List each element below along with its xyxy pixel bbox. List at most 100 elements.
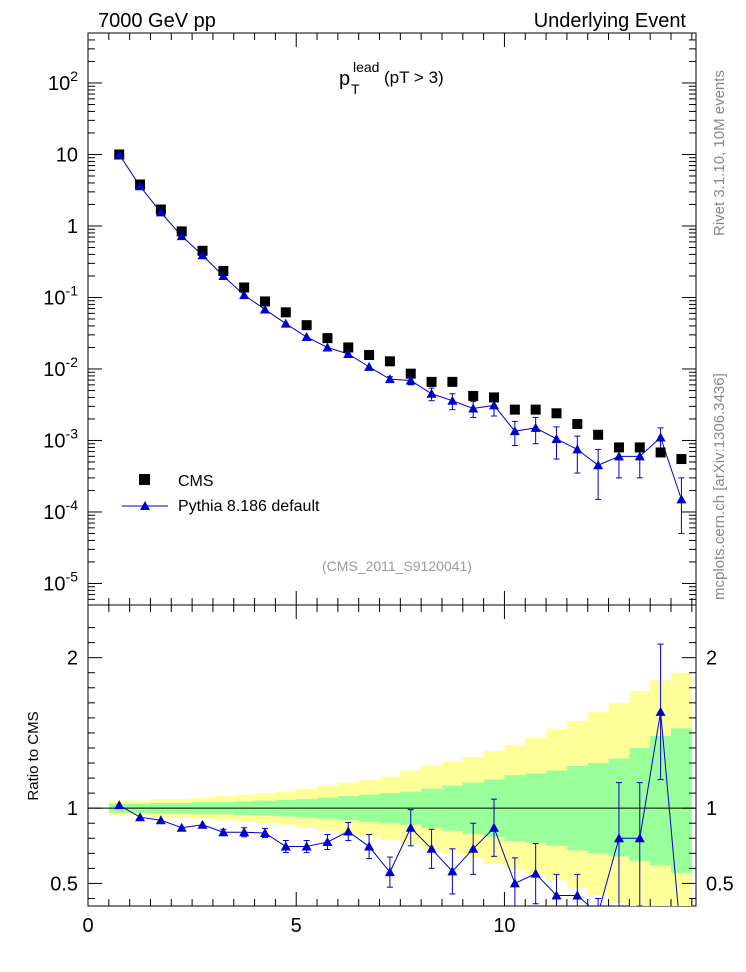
- main-pythia-point: [384, 374, 395, 384]
- ratio-pythia-point: [239, 827, 250, 837]
- main-pythia-point: [155, 207, 166, 217]
- main-pythia-point: [426, 388, 437, 398]
- ratio-y-tick-label-left: 1: [67, 798, 78, 820]
- ratio-pythia-point: [197, 819, 208, 829]
- ratio-pythia-point: [509, 878, 520, 888]
- rivet-version-label: Rivet 3.1.10, 10M events: [711, 70, 728, 236]
- ratio-y-tick-label-left: 2: [67, 648, 78, 670]
- main-y-tick-label: 10-1: [43, 282, 78, 309]
- main-cms-point: [322, 333, 333, 344]
- main-pythia-point: [551, 433, 562, 443]
- main-cms-point: [676, 454, 687, 465]
- main-cms-point: [384, 356, 395, 367]
- legend-marker-pythia: [140, 501, 150, 510]
- main-y-tick-label: 10-2: [43, 354, 78, 381]
- main-y-tick-label: 102: [48, 68, 78, 95]
- ratio-pythia-point: [572, 890, 583, 900]
- main-pythia-point: [259, 304, 270, 314]
- ratio-pythia-point: [634, 833, 645, 843]
- ratio-x-tick-label: 10: [493, 915, 515, 937]
- main-pythia-point: [509, 426, 520, 436]
- main-pythia-point: [468, 403, 479, 413]
- legend-label-cms: CMS: [178, 473, 214, 490]
- main-pythia-point: [218, 270, 229, 280]
- main-pythia-point: [176, 231, 187, 241]
- ratio-x-tick-label: 0: [82, 915, 93, 937]
- main-pythia-point: [634, 451, 645, 461]
- main-cms-point: [655, 447, 666, 458]
- main-pythia-point: [613, 451, 624, 461]
- ratio-pythia-point: [489, 822, 500, 832]
- main-pythia-point: [530, 422, 541, 432]
- ratio-y-tick-label-right: 2: [706, 648, 717, 670]
- main-y-tick-label: 1: [67, 216, 78, 238]
- ratio-pythia-point: [135, 812, 146, 822]
- main-cms-point: [280, 307, 291, 318]
- analysis-watermark: (CMS_2011_S9120041): [322, 558, 472, 574]
- ratio-pythia-point: [447, 866, 458, 876]
- legend: CMS Pythia 8.186 default: [122, 473, 320, 515]
- main-cms-point: [634, 442, 645, 453]
- main-pythia-point: [676, 494, 687, 504]
- ratio-uncertainty-bands: [88, 672, 696, 906]
- main-cms-point: [530, 404, 541, 415]
- main-pythia-point: [280, 318, 291, 328]
- main-cms-point: [239, 282, 250, 293]
- main-cms-point: [426, 376, 437, 387]
- main-pythia-point: [593, 460, 604, 470]
- ratio-pythia-point: [155, 815, 166, 825]
- main-plot-marks: [114, 149, 687, 534]
- main-pythia-point: [655, 432, 666, 442]
- ratio-pythia-point: [280, 841, 291, 851]
- ratio-pythia-point: [613, 833, 624, 843]
- main-pythia-point: [343, 348, 354, 358]
- main-y-tick-label: 10: [56, 144, 78, 166]
- ratio-x-tick-label: 5: [291, 915, 302, 937]
- main-pythia-point: [135, 181, 146, 191]
- main-pythia-point: [405, 375, 416, 385]
- ratio-axis-ticks: 0.5 0.5 1 1 2 2 0 5 10: [50, 605, 734, 937]
- ratio-pythia-line: [118, 711, 679, 906]
- ratio-plot-marks: [114, 643, 686, 948]
- ratio-pythia-point: [259, 828, 270, 838]
- ratio-y-tick-label-right: 0.5: [706, 873, 734, 895]
- main-y-tick-label: 10-5: [43, 568, 78, 595]
- main-cms-point: [551, 408, 562, 419]
- main-pythia-point: [322, 342, 333, 352]
- ratio-pythia-point: [364, 841, 375, 851]
- main-cms-point: [259, 296, 270, 307]
- main-pythia-point: [114, 149, 125, 159]
- legend-label-pythia: Pythia 8.186 default: [178, 498, 320, 515]
- header-left-label: 7000 GeV pp: [98, 10, 216, 32]
- main-pythia-point: [301, 332, 312, 342]
- legend-marker-cms: [139, 474, 150, 485]
- mcplots-label: mcplots.cern.ch [arXiv:1306.3436]: [711, 373, 728, 600]
- ratio-pythia-point: [530, 868, 541, 878]
- main-y-tick-label: 10-3: [43, 425, 78, 452]
- ratio-pythia-point: [426, 843, 437, 853]
- main-cms-point: [405, 368, 416, 379]
- main-pythia-point: [572, 444, 583, 454]
- main-axis-ticks: 10-5 10-4 10-3 10-2 10-1 1 10 102: [43, 32, 696, 605]
- ratio-pythia-point: [322, 837, 333, 847]
- ratio-y-axis-label: Ratio to CMS: [25, 711, 42, 800]
- main-pythia-point: [364, 361, 375, 371]
- main-cms-point: [468, 390, 479, 401]
- ratio-pythia-point: [405, 822, 416, 832]
- ratio-panel-frame: [87, 604, 697, 907]
- ratio-pythia-point: [176, 822, 187, 832]
- main-pythia-line: [118, 154, 682, 500]
- main-cms-point: [447, 376, 458, 387]
- main-cms-point: [343, 342, 354, 353]
- main-cms-point: [301, 320, 312, 331]
- title-cut: (pT > 3): [384, 68, 444, 87]
- ratio-pythia-point: [676, 939, 686, 948]
- title-main: p: [339, 68, 350, 90]
- ratio-pythia-point: [343, 826, 354, 836]
- main-pythia-point: [197, 250, 208, 260]
- ratio-pythia-point: [301, 841, 312, 851]
- ratio-pythia-point: [114, 800, 125, 810]
- main-pythia-point: [489, 400, 500, 410]
- ratio-pythia-point: [384, 867, 395, 877]
